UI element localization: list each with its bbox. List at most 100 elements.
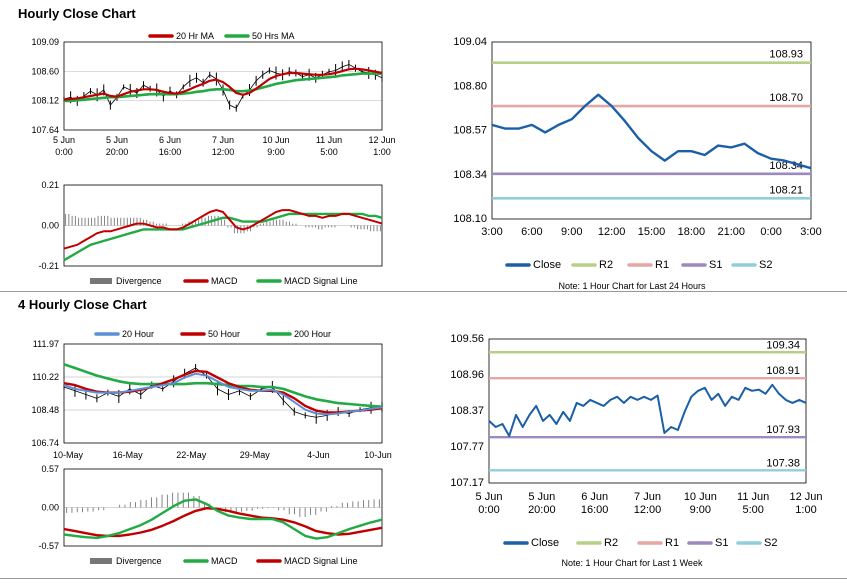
four-hourly-levels-xtick: 10 Jun xyxy=(684,491,717,503)
hourly-levels-xtick: 12:00 xyxy=(598,226,626,238)
four-hourly-price-xtick: 10-Jun xyxy=(364,450,392,460)
hourly-price-bar xyxy=(123,86,131,91)
hourly-price-xtick: 6 Jun xyxy=(159,135,181,145)
four-hourly-levels-xtick: 7 Jun xyxy=(634,491,661,503)
four-hourly-price-ytick: 110.22 xyxy=(32,372,59,382)
four-hourly-levels-ytick: 109.56 xyxy=(450,333,484,345)
four-hourly-price-bar xyxy=(283,399,295,412)
hourly-price-xtick: 5 Jun xyxy=(106,135,128,145)
legend-20hr-ma: 20 Hr MA xyxy=(176,31,214,41)
hourly-levels-ytick: 108.34 xyxy=(453,169,487,181)
four-hourly-price-bar xyxy=(316,414,328,418)
hourly-price-bar xyxy=(348,64,356,69)
hourly-price-ytick: 108.60 xyxy=(31,66,59,76)
hourly-macd-ytick: -0.21 xyxy=(38,261,59,271)
section-title-hourly: Hourly Close Chart xyxy=(18,6,136,21)
hourly-levels-legend-close: Close xyxy=(533,259,561,271)
four-hourly-price-bar xyxy=(305,414,317,418)
legend-divergence-swatch xyxy=(90,278,112,284)
hourly-levels-xtick: 3:00 xyxy=(800,226,821,238)
four-hourly-levels-xtick: 5:00 xyxy=(742,504,763,516)
hourly-levels-legend-s2: S2 xyxy=(759,259,772,271)
section-divider xyxy=(0,291,847,292)
hourly-price-ytick: 109.09 xyxy=(31,37,59,47)
hourly-price-xtick: 11 Jun xyxy=(316,135,342,145)
four-hourly-levels-ytick: 108.96 xyxy=(450,369,484,381)
four-hourly-levels-ytick: 107.17 xyxy=(450,477,484,489)
hourly-levels-legend-r1: R1 xyxy=(655,259,669,271)
four-hourly-levels-note: Note: 1 Hour Chart for Last 1 Week xyxy=(562,558,703,568)
hourly-price-bar xyxy=(249,80,257,91)
hourly-level-r1-label: 108.70 xyxy=(769,92,803,104)
hourly-price-frame xyxy=(63,41,383,131)
hourly-price-xtick: 5 Jun xyxy=(53,135,75,145)
four-hourly-price-xtick: 4-Jun xyxy=(307,450,330,460)
four-hourly-macd-line xyxy=(63,498,383,540)
hourly-price-xtick: 9:00 xyxy=(267,147,285,157)
hourly-price-bar xyxy=(269,70,277,74)
four-hourly-price-xtick: 22-May xyxy=(176,450,207,460)
hourly-price-bar xyxy=(143,84,151,90)
hourly-price-bar xyxy=(229,104,237,109)
hourly-macd-frame xyxy=(63,184,383,267)
four-hourly-price-ytick: 111.97 xyxy=(33,339,59,349)
hourly-price-bar xyxy=(222,89,230,106)
hourly-level-r2-label: 108.93 xyxy=(769,49,803,61)
hourly-levels-frame xyxy=(491,41,812,220)
four-hourly-level-s1-label: 107.93 xyxy=(766,424,800,436)
four-hourly-macd-ytick: 0.00 xyxy=(41,503,59,513)
four-hourly-levels-frame xyxy=(488,338,807,484)
four-hourly-levels-legend-s1: S1 xyxy=(715,537,728,549)
legend-20-hour: 20 Hour xyxy=(122,329,154,339)
four-hourly-level-r2-label: 109.34 xyxy=(766,339,800,351)
hourly-price-bar xyxy=(196,77,204,83)
four-hourly-levels-xtick: 12 Jun xyxy=(789,491,822,503)
hourly-price-bar xyxy=(182,80,191,88)
hourly-levels-ytick: 108.57 xyxy=(453,125,487,137)
hourly-price-bar xyxy=(335,66,343,71)
four-hourly-levels-xtick: 0:00 xyxy=(478,504,499,516)
hourly-levels-legend-s1: S1 xyxy=(709,259,722,271)
hourly-levels-xtick: 21:00 xyxy=(717,226,745,238)
legend-50hrs-ma: 50 Hrs MA xyxy=(252,31,295,41)
four-hourly-close-line xyxy=(488,383,807,437)
hourly-price-bar xyxy=(202,74,211,83)
hourly-price-bar xyxy=(255,74,264,82)
hourly-price-xtick: 5:00 xyxy=(320,147,338,157)
hourly-price-bar xyxy=(328,70,336,73)
four-hourly-price-bar xyxy=(74,390,87,395)
hourly-levels-ytick: 108.10 xyxy=(453,213,487,225)
hourly-macd-ytick: 0.00 xyxy=(41,221,59,231)
bottom-divider xyxy=(0,578,847,579)
four-hourly-macd-frame xyxy=(63,468,383,547)
four-hourly-levels-ytick: 107.77 xyxy=(450,441,484,453)
four-hourly-price-ytick: 108.48 xyxy=(31,405,59,415)
four-hourly-level-r1-label: 108.91 xyxy=(766,365,800,377)
four-hourly-levels-xtick: 6 Jun xyxy=(581,491,608,503)
hourly-level-s2-label: 108.21 xyxy=(769,184,803,196)
hourly-price-bar xyxy=(110,96,118,106)
four-hourly-levels-xtick: 12:00 xyxy=(634,504,662,516)
four-hourly-price-bar xyxy=(228,390,240,395)
hourly-price-xtick: 7 Jun xyxy=(212,135,234,145)
four-hourly-price-bar xyxy=(294,411,306,416)
hourly-close-line xyxy=(491,93,812,170)
hourly-price-ytick: 107.64 xyxy=(31,125,59,135)
hourly-macd-ytick: 0.21 xyxy=(41,180,59,190)
hourly-price-xtick: 12 Jun xyxy=(368,135,395,145)
four-hourly-levels-legend-s2: S2 xyxy=(764,537,777,549)
hourly-levels-xtick: 18:00 xyxy=(678,226,706,238)
hourly-price-bar xyxy=(342,64,350,68)
hourly-macd-signal-line xyxy=(63,212,383,262)
four-hourly-levels-xtick: 11 Jun xyxy=(737,491,769,503)
legend-macd: MACD xyxy=(211,276,238,286)
hourly-price-xtick: 12:00 xyxy=(212,147,235,157)
legend-4h-macd: MACD xyxy=(211,556,238,566)
hourly-price-xtick: 1:00 xyxy=(373,147,391,157)
section-title-4-hourly: 4 Hourly Close Chart xyxy=(18,297,147,312)
hourly-levels-xtick: 3:00 xyxy=(481,226,502,238)
hourly-levels-ytick: 109.04 xyxy=(453,36,487,48)
hourly-levels-xtick: 9:00 xyxy=(561,226,582,238)
four-hourly-macd-ytick: -0.57 xyxy=(38,541,59,551)
